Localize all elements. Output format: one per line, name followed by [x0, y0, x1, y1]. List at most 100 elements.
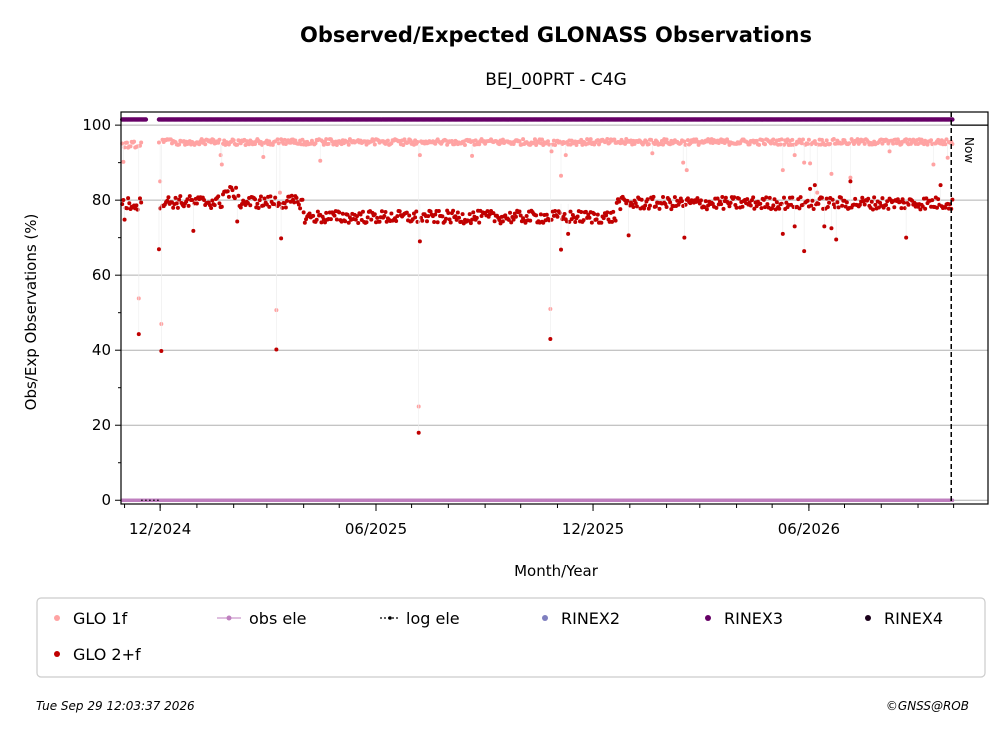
series-glo-1f-point: [778, 142, 783, 147]
legend-item: obs ele: [217, 609, 307, 628]
series-glo-1f-point: [824, 138, 829, 143]
series-glo-2f-point: [283, 205, 288, 210]
series-glo-2f-point: [209, 205, 214, 210]
series-glo-2f-outlier: [822, 224, 827, 229]
series-glo-2f-point: [394, 218, 399, 223]
series-glo-1f-outlier: [808, 161, 813, 166]
series-glo-1f-outlier: [417, 153, 422, 158]
series-glo-1f-point: [288, 140, 293, 145]
series-glo-1f-outlier: [650, 151, 655, 156]
series-glo-2f-point: [497, 217, 502, 222]
series-glo-2f-point: [500, 219, 505, 224]
series-glo-2f-point: [647, 203, 652, 208]
series-glo-1f-outlier: [945, 155, 950, 160]
series-glo-2f-outlier: [566, 231, 571, 236]
series-glo-2f-point: [236, 193, 241, 198]
plot-area-frame: [120, 111, 989, 505]
series-glo-2f-point: [840, 203, 845, 208]
series-glo-2f-point: [433, 212, 438, 217]
series-glo-1f-outlier: [829, 171, 834, 176]
series-glo-2f-point: [568, 209, 573, 214]
series-glo-2f-point: [613, 218, 618, 223]
series-glo-2f-point: [226, 194, 231, 199]
series-glo-2f-point: [267, 204, 272, 209]
series-glo-2f-point: [633, 201, 638, 206]
series-glo-2f-point: [562, 212, 567, 217]
series-glo-2f-point: [835, 200, 840, 205]
grid-lines: [121, 124, 988, 501]
series-glo-2f-point: [651, 194, 656, 199]
x-tick-label: 12/2024: [129, 520, 191, 538]
series-glo-2f-point: [285, 198, 290, 203]
series-glo-2f-outlier: [122, 217, 127, 222]
series-glo-2f-point: [906, 202, 911, 207]
series-glo-1f-point: [799, 141, 804, 146]
series-glo-2f-point: [428, 209, 433, 214]
series-glo-1f-point: [139, 140, 144, 145]
series-glo-1f-outlier: [277, 190, 282, 195]
series-glo-2f-point: [723, 195, 728, 200]
series-glo-1f-point: [540, 137, 545, 142]
series-glo-2f-outlier: [548, 336, 553, 341]
series-glo-2f-point: [407, 213, 412, 218]
series-glo-2f-point: [634, 204, 639, 209]
series-glo-2f-point: [364, 220, 369, 225]
series-glo-1f-point: [462, 142, 467, 147]
footer-timestamp: Tue Sep 29 12:03:37 2026: [36, 699, 195, 713]
series-glo-2f-point: [936, 197, 941, 202]
x-tick-label: 12/2025: [562, 520, 624, 538]
series-glo-2f-outlier: [279, 236, 284, 241]
series-glo-2f-point: [186, 203, 191, 208]
series-glo-2f-point: [471, 210, 476, 215]
y-tick-label: 20: [92, 416, 111, 434]
series-glo-2f-point: [517, 209, 522, 214]
series-glo-2f-point: [583, 209, 588, 214]
series-glo-2f-point: [126, 196, 131, 201]
series-glo-2f-outlier: [904, 235, 909, 240]
series-glo-2f-point: [457, 215, 462, 220]
series-glo-1f-point: [760, 138, 765, 143]
series-glo-2f-outlier: [848, 179, 853, 184]
series-glo-2f-point: [512, 211, 517, 216]
series-glo-2f-point: [257, 198, 262, 203]
series-glo-2f-point: [451, 208, 456, 213]
series-glo-2f-point: [836, 205, 841, 210]
series-glo-2f-point: [830, 197, 835, 202]
series-glo-2f-point: [610, 219, 615, 224]
legend-label: GLO 2+f: [73, 645, 141, 664]
series-glo-1f-point: [574, 142, 579, 147]
series-glo-2f-point: [592, 211, 597, 216]
series-glo-2f-point: [230, 188, 235, 193]
series-glo-2f-point: [943, 205, 948, 210]
series-glo-2f-point: [611, 209, 616, 214]
series-glo-2f-point: [311, 213, 316, 218]
series-glo-2f-point: [296, 202, 301, 207]
series-glo-2f-outlier: [191, 228, 196, 233]
series-glo-2f-point: [844, 200, 849, 205]
series-glo-1f-point: [840, 141, 845, 146]
series-glo-1f-point: [313, 141, 318, 146]
y-tick-label: 0: [101, 491, 111, 509]
series-glo-2f-point: [715, 196, 720, 201]
series-glo-2f-point: [234, 185, 239, 190]
series-glo-2f-point: [555, 214, 560, 219]
series-glo-2f-point: [379, 209, 384, 214]
series-glo-2f-point: [121, 197, 126, 202]
series-glo-2f-point: [470, 217, 475, 222]
series-glo-2f-outlier: [945, 201, 950, 206]
series-glo-2f-point: [695, 196, 700, 201]
series-glo-2f-point: [595, 212, 600, 217]
series-glo-2f-outlier: [834, 237, 839, 242]
series-glo-2f-point: [139, 200, 144, 205]
series-glo-1f-point: [819, 137, 824, 142]
series-glo-1f-outlier: [549, 149, 554, 154]
series-glo-1f-point: [545, 139, 550, 144]
series-glo-2f-point: [491, 211, 496, 216]
series-glo-1f-point: [231, 138, 236, 143]
series-glo-2f-point: [924, 196, 929, 201]
series-glo-2f-point: [587, 215, 592, 220]
series-glo-2f-point: [703, 199, 708, 204]
series-glo-2f-outlier: [808, 186, 813, 191]
series-glo-2f-point: [217, 201, 222, 206]
legend-label: RINEX3: [724, 609, 783, 628]
